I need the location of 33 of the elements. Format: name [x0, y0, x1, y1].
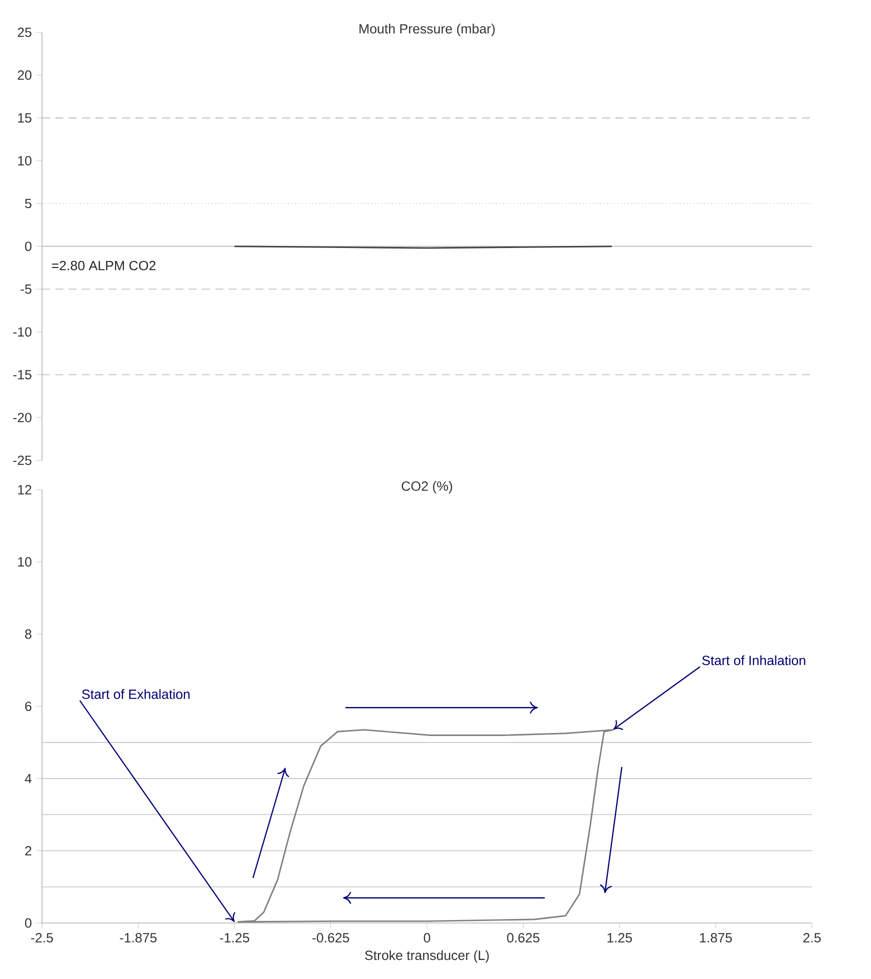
y-tick-label: 20: [18, 70, 32, 80]
y-tick-label: 6: [25, 702, 32, 712]
y-tick-label: 2: [25, 846, 32, 856]
chart-title: CO2 (%): [402, 481, 452, 494]
annotation: Start of Exhalation: [82, 689, 190, 699]
y-tick-label: 5: [25, 198, 32, 208]
annotation: =2.80 ALPM CO2: [52, 260, 156, 270]
y-tick-label: 8: [25, 629, 32, 639]
x-tick-label: 0.625: [507, 933, 540, 942]
x-tick-label: 2.5: [803, 933, 821, 942]
y-tick-label: 0: [25, 242, 32, 252]
x-tick-label: -0.625: [312, 933, 350, 942]
y-tick-label: 15: [18, 113, 32, 123]
y-tick-label: 10: [18, 156, 32, 166]
x-tick-label: -1.25: [220, 933, 250, 942]
x-tick-label: -1.875: [120, 933, 157, 942]
y-tick-label: 0: [25, 918, 32, 928]
y-tick-label: -20: [13, 412, 32, 422]
y-tick-label: -15: [13, 370, 32, 380]
y-tick-label: -5: [20, 284, 32, 294]
y-tick-label: 25: [18, 28, 32, 38]
x-tick-label: 0: [424, 933, 430, 942]
y-tick-label: -25: [13, 456, 32, 466]
y-tick-label: 10: [18, 557, 32, 567]
y-tick-label: -10: [13, 327, 32, 337]
x-tick-label: 1.25: [608, 933, 632, 942]
annotation: Start of Inhalation: [702, 655, 806, 666]
x-tick-label: -2.5: [31, 933, 53, 942]
x-tick-label: 1.875: [700, 933, 732, 942]
chart-title: Mouth Pressure (mbar): [360, 24, 495, 36]
x-axis-title: Stroke transducer (L): [364, 950, 489, 963]
y-tick-label: 4: [24, 774, 32, 784]
y-tick-label: 12: [18, 485, 32, 494]
